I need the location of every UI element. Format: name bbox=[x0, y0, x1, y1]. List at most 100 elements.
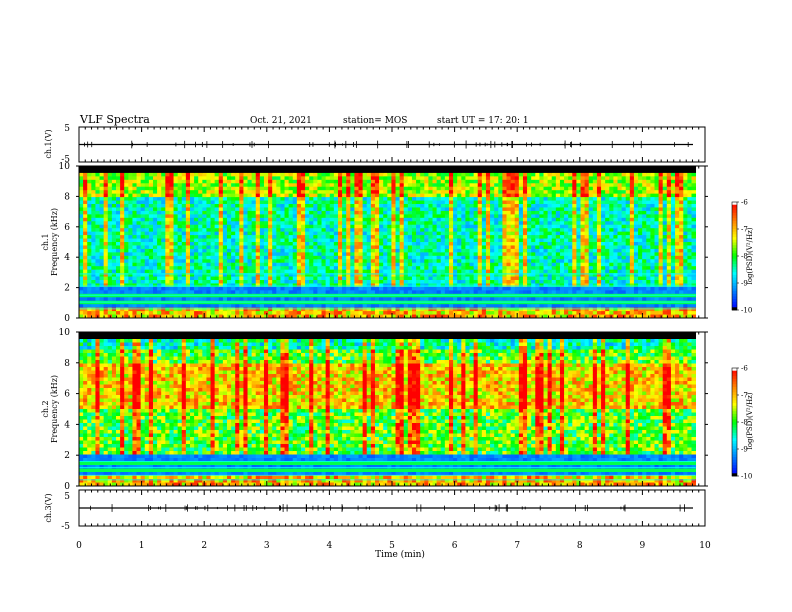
spectrogram-cell bbox=[436, 183, 442, 188]
spectrogram-cell bbox=[465, 293, 470, 298]
spectrogram-cell bbox=[222, 259, 228, 264]
spectrogram-cell bbox=[407, 172, 413, 177]
spectrogram-cell bbox=[436, 283, 442, 288]
spectrogram-cell bbox=[268, 200, 273, 205]
spectrogram-cell bbox=[284, 273, 290, 277]
spectrogram-cell bbox=[453, 221, 458, 226]
spectrogram-cell bbox=[255, 207, 261, 212]
spectrogram-cell bbox=[366, 190, 372, 195]
spectrogram-cell bbox=[239, 186, 244, 191]
spectrogram-cell bbox=[391, 186, 396, 191]
spectrogram-cell bbox=[210, 259, 216, 264]
spectrogram-cell bbox=[276, 200, 281, 205]
spectrogram-cell bbox=[239, 280, 244, 284]
spectrogram-cell bbox=[169, 304, 174, 309]
spectrogram-cell bbox=[300, 217, 306, 222]
spectrogram-cell bbox=[514, 300, 520, 305]
spectrogram-cell bbox=[379, 228, 384, 233]
spectrogram-cell bbox=[350, 255, 355, 260]
spectrogram-cell bbox=[136, 252, 142, 257]
spectrogram-cell bbox=[313, 235, 318, 239]
spectrogram-cell bbox=[387, 238, 392, 243]
spectrogram-cell bbox=[399, 293, 405, 298]
spectrogram-cell bbox=[235, 311, 240, 315]
spectrogram-cell bbox=[305, 217, 310, 222]
spectrogram-cell bbox=[457, 242, 462, 246]
spectrogram-cell bbox=[416, 186, 421, 191]
spectrogram-cell bbox=[140, 197, 146, 201]
spectrogram-cell bbox=[206, 259, 211, 264]
spectrogram-cell bbox=[366, 269, 372, 274]
spectrogram-cell bbox=[502, 183, 507, 188]
spectrogram-cell bbox=[161, 304, 166, 309]
spectrogram-cell bbox=[177, 207, 183, 212]
spectrogram-cell bbox=[120, 186, 125, 191]
spectrogram-cell bbox=[276, 172, 281, 177]
spectrogram-cell bbox=[83, 179, 88, 184]
spectrogram-cell bbox=[284, 269, 290, 274]
spectrogram-cell bbox=[296, 190, 302, 195]
spectrogram-cell bbox=[305, 228, 310, 233]
spectrogram-cell bbox=[321, 262, 327, 267]
spectrogram-cell bbox=[202, 179, 207, 184]
spectrogram-cell bbox=[128, 214, 133, 219]
spectrogram-cell bbox=[473, 242, 479, 246]
spectrogram-cell bbox=[276, 204, 281, 208]
spectrogram-cell bbox=[83, 217, 88, 222]
spectrogram-cell bbox=[403, 259, 409, 264]
spectrogram-cell bbox=[132, 166, 137, 170]
spectrogram-cell bbox=[157, 235, 162, 239]
spectrogram-cell bbox=[374, 314, 380, 319]
spectrogram-cell bbox=[535, 179, 540, 184]
spectrogram-cell bbox=[473, 214, 479, 219]
spectrogram-cell bbox=[494, 169, 499, 174]
spectrogram-cell bbox=[255, 193, 261, 198]
spectrogram-cell bbox=[198, 238, 203, 243]
spectrogram-cell bbox=[144, 273, 150, 277]
spectrogram-cell bbox=[144, 238, 150, 243]
spectrogram-cell bbox=[288, 166, 294, 170]
spectrogram-cell bbox=[395, 293, 401, 298]
spectrogram-cell bbox=[79, 166, 84, 170]
spectrogram-cell bbox=[424, 197, 429, 201]
spectrogram-cell bbox=[116, 280, 121, 284]
spectrogram-cell bbox=[177, 252, 183, 257]
spectrogram-cell bbox=[514, 221, 520, 226]
spectrogram-cell bbox=[399, 300, 405, 305]
spectrogram-cell bbox=[333, 311, 339, 315]
spectrogram-cell bbox=[284, 304, 290, 309]
spectrogram-cell bbox=[358, 224, 364, 229]
spectrogram-cell bbox=[457, 197, 462, 201]
spectrogram-cell bbox=[251, 193, 257, 198]
spectrogram-cell bbox=[161, 273, 166, 277]
spectrogram-cell bbox=[194, 248, 199, 253]
spectrogram-cell bbox=[531, 172, 536, 177]
spectrogram-cell bbox=[280, 166, 285, 170]
spectrogram-cell bbox=[387, 235, 392, 239]
spectrogram-cell bbox=[239, 297, 244, 302]
spectrogram-cell bbox=[432, 231, 438, 236]
spectrogram-cell bbox=[337, 221, 343, 226]
spectrogram-cell bbox=[194, 193, 199, 198]
spectrogram-cell bbox=[165, 300, 170, 305]
spectrogram-cell bbox=[448, 262, 454, 267]
spectrogram-cell bbox=[235, 266, 240, 271]
spectrogram-cell bbox=[83, 221, 88, 226]
spectrogram-cell bbox=[300, 183, 306, 188]
spectrogram-cell bbox=[120, 238, 125, 243]
spectrogram-cell bbox=[202, 238, 207, 243]
spectrogram-cell bbox=[239, 210, 244, 215]
spectrogram-cell bbox=[148, 290, 154, 295]
spectrogram-cell bbox=[490, 193, 495, 198]
spectrogram-cell bbox=[461, 238, 466, 243]
spectrogram-cell bbox=[103, 235, 109, 239]
spectrogram-cell bbox=[263, 193, 269, 198]
spectrogram-cell bbox=[391, 166, 396, 170]
spectrogram-cell bbox=[103, 314, 109, 319]
spectrogram-cell bbox=[189, 207, 195, 212]
spectrogram-cell bbox=[416, 273, 421, 277]
spectrogram-cell bbox=[124, 290, 129, 295]
spectrogram-cell bbox=[177, 248, 183, 253]
spectrogram-cell bbox=[116, 255, 121, 260]
spectrogram-cell bbox=[95, 214, 100, 219]
